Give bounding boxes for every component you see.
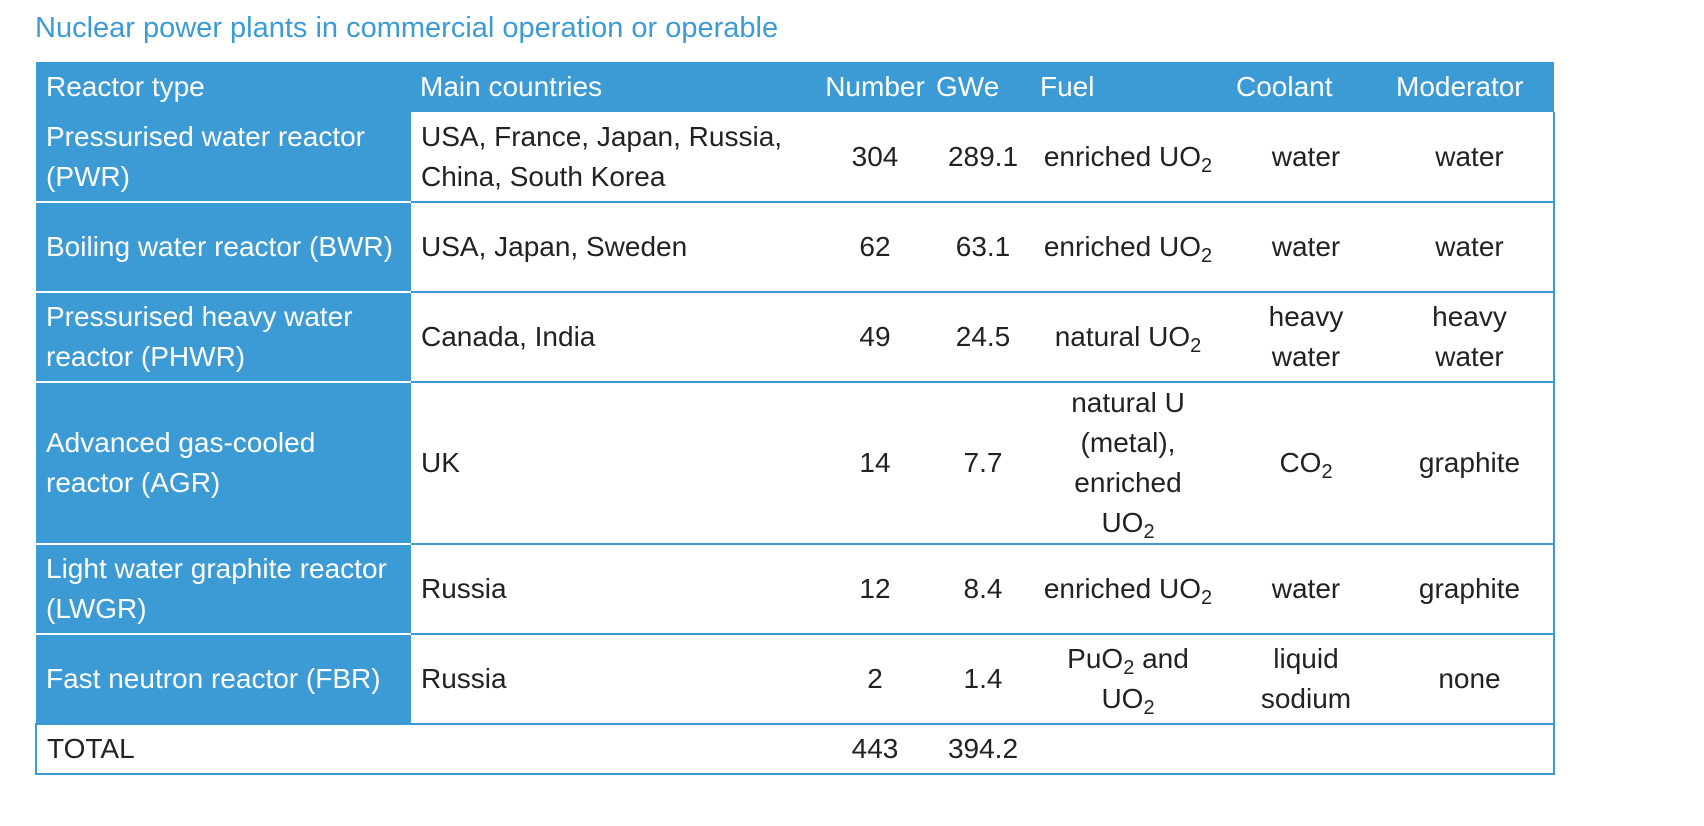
fuel-text-a-rest: and <box>1134 643 1189 674</box>
coolant-subscript: 2 <box>1321 461 1333 483</box>
fuel-cell: enriched UO2 <box>1030 202 1226 292</box>
header-fuel: Fuel <box>1040 71 1095 102</box>
moderator-cell: graphite <box>1386 544 1555 634</box>
number-cell: 62 <box>859 231 891 262</box>
header-reactor-type: Reactor type <box>46 71 205 102</box>
coolant-cell: liquid sodium <box>1260 643 1352 714</box>
fuel-subscript: 2 <box>1190 335 1202 357</box>
fuel-cell: enriched UO2 <box>1030 112 1226 202</box>
number-cell: 14 <box>859 447 891 478</box>
number-cell: 304 <box>851 140 899 172</box>
fuel-text: enriched UO <box>1043 231 1202 262</box>
fuel-cell: PuO2 and UO2 <box>1030 634 1226 724</box>
fuel-cell: enriched UO2 <box>1030 544 1226 634</box>
coolant-cell: water <box>1271 231 1341 262</box>
gwe-cell: 8.4 <box>963 573 1003 604</box>
coolant-cell: CO2 <box>1226 382 1386 544</box>
header-main-countries: Main countries <box>420 71 603 102</box>
total-empty-fuel <box>1030 724 1226 774</box>
fuel-text: natural UO <box>1054 321 1191 352</box>
reactor-type-cell: Pressurised water reactor (PWR) <box>36 112 410 203</box>
coolant-cell: water <box>1271 140 1341 172</box>
gwe-cell: 24.5 <box>955 321 1011 352</box>
header-row: Reactor type Main countries Number GWe F… <box>36 62 1554 112</box>
reactor-type-cell: Boiling water reactor (BWR) <box>36 202 410 293</box>
fuel-subscript: 2 <box>1201 154 1213 177</box>
fuel-subscript: 2 <box>1201 245 1213 267</box>
fuel-text: enriched UO <box>1074 467 1182 538</box>
reactor-type-cell: Fast neutron reactor (FBR) <box>36 634 410 724</box>
fuel-text-line1: natural U (metal), <box>1071 387 1185 458</box>
reactor-type-cell: Advanced gas-cooled reactor (AGR) <box>36 382 410 545</box>
total-empty-moderator <box>1386 724 1554 774</box>
header-gwe: GWe <box>936 71 1000 102</box>
coolant-text: CO <box>1279 447 1322 478</box>
reactor-type-cell: Pressurised heavy water reactor (PHWR) <box>36 292 410 383</box>
header-coolant: Coolant <box>1236 71 1333 102</box>
gwe-cell: 7.7 <box>963 447 1003 478</box>
moderator-cell: heavy water <box>1386 292 1555 382</box>
fuel-subscript: 2 <box>1201 587 1213 609</box>
fuel-text: enriched UO <box>1043 573 1202 604</box>
table-row: Boiling water reactor (BWR) USA, Japan, … <box>36 202 1555 293</box>
total-gwe: 394.2 <box>947 733 1019 764</box>
total-label: TOTAL <box>47 733 135 764</box>
main-countries-cell: UK <box>409 382 814 544</box>
fuel-subscript-a: 2 <box>1123 657 1135 679</box>
reactor-type-cell: Light water graphite reactor (LWGR) <box>36 544 410 635</box>
fuel-subscript-b: 2 <box>1143 697 1155 719</box>
total-number: 443 <box>851 733 899 764</box>
number-cell: 12 <box>859 573 891 604</box>
main-countries-cell: USA, France, Japan, Russia, China, South… <box>409 112 814 202</box>
table-row: Fast neutron reactor (FBR) Russia 2 1.4 … <box>36 634 1555 724</box>
table-caption: Nuclear power plants in commercial opera… <box>35 12 779 44</box>
coolant-cell: heavy water <box>1268 301 1344 372</box>
fuel-cell: natural U (metal), enriched UO2 <box>1030 382 1226 544</box>
reactor-table: Reactor type Main countries Number GWe F… <box>35 62 1555 775</box>
fuel-text-b: UO <box>1101 683 1144 714</box>
moderator-cell: graphite <box>1386 382 1555 544</box>
total-empty-coolant <box>1226 724 1386 774</box>
coolant-cell: water <box>1271 573 1341 604</box>
table-row: Pressurised water reactor (PWR) USA, Fra… <box>36 112 1555 203</box>
gwe-cell: 63.1 <box>955 231 1011 262</box>
fuel-text: enriched UO <box>1043 140 1202 172</box>
gwe-cell: 289.1 <box>947 140 1019 172</box>
moderator-cell: water <box>1386 202 1555 292</box>
header-number: Number <box>825 71 925 102</box>
main-countries-cell: Canada, India <box>409 292 814 382</box>
fuel-subscript: 2 <box>1143 521 1155 543</box>
moderator-cell: water <box>1386 112 1555 202</box>
fuel-cell: natural UO2 <box>1030 292 1226 382</box>
main-countries-cell: Russia <box>409 544 814 634</box>
number-cell: 49 <box>859 321 891 352</box>
main-countries-cell: USA, Japan, Sweden <box>409 202 814 292</box>
gwe-cell: 1.4 <box>963 663 1003 694</box>
number-cell: 2 <box>867 663 883 694</box>
fuel-text-a: PuO <box>1067 643 1124 674</box>
table-row: Light water graphite reactor (LWGR) Russ… <box>36 544 1555 635</box>
main-countries-cell: Russia <box>409 634 814 724</box>
total-row: TOTAL 443 394.2 <box>36 724 1554 774</box>
table-row: Advanced gas-cooled reactor (AGR) UK 14 … <box>36 382 1555 545</box>
table-row: Pressurised heavy water reactor (PHWR) C… <box>36 292 1555 383</box>
moderator-cell: none <box>1386 634 1555 724</box>
header-moderator: Moderator <box>1396 71 1524 102</box>
